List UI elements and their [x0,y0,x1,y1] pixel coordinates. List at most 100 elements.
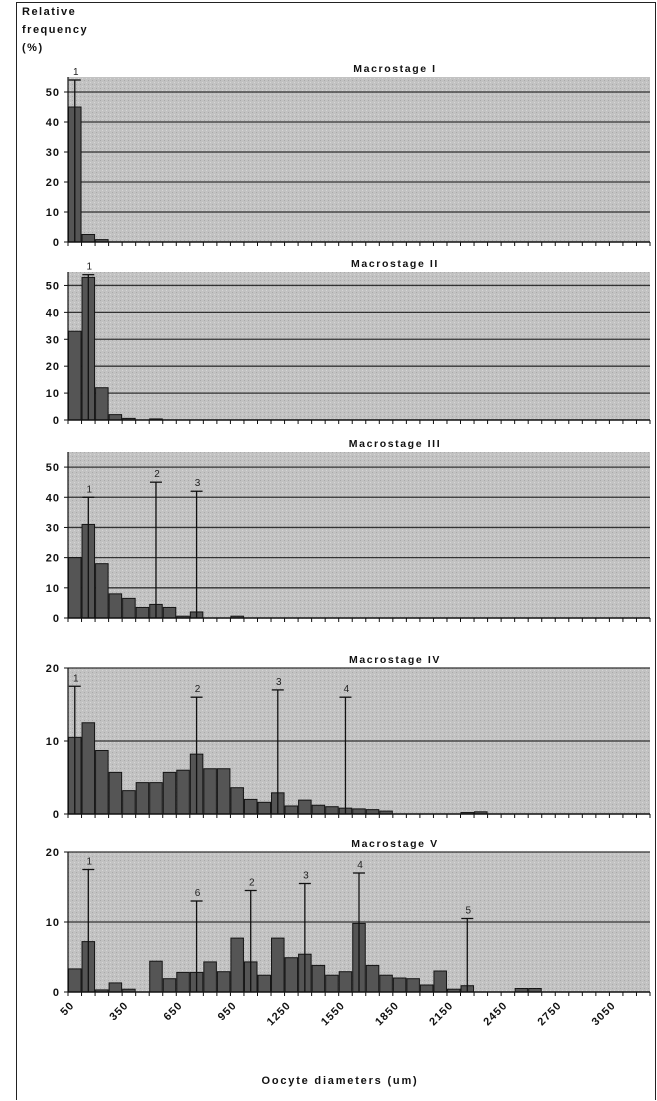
y-tick-label: 20 [46,361,60,373]
bar [257,801,272,815]
peak-label: 2 [154,469,160,480]
y-tick-label: 20 [46,177,60,189]
bar [149,960,163,993]
y-tick-label: 40 [46,307,60,319]
x-tick-label: 3050 [590,1000,619,1029]
x-tick-label: 2750 [536,1000,565,1029]
x-tick-label: 2450 [481,1000,510,1029]
chart-title: Macrostage I [353,63,436,75]
y-tick-label: 30 [46,334,60,346]
bar [162,771,177,815]
chart-panel-4: 0 10 20 1 2 3 4 Macrostage IV [46,654,651,821]
y-tick-label: 10 [46,917,60,929]
y-tick-label: 40 [46,117,60,129]
bar [338,971,353,993]
y-axis-label-line-1: Relative [22,6,77,18]
bar [433,970,447,993]
y-tick-label: 50 [46,87,60,99]
bar [298,799,312,815]
x-tick-label: 350 [107,1000,131,1024]
bar [162,606,177,619]
bar [325,806,339,815]
y-tick-label: 0 [53,987,60,999]
bar [95,387,109,421]
bar [68,330,82,421]
peak-label: 2 [249,878,255,889]
bar [95,749,109,815]
peak-label: 6 [195,888,201,899]
peak-label: 1 [87,262,93,273]
bar [216,971,231,993]
chart-title: Macrostage III [349,438,441,450]
bar [81,234,96,243]
bar [243,798,258,815]
chart-title: Macrostage IV [349,654,441,666]
chart-title: Macrostage II [351,258,439,270]
y-tick-label: 20 [46,553,60,565]
bar [230,937,244,993]
bar [284,805,299,815]
bar [203,768,217,815]
bar [365,964,380,993]
y-tick-label: 10 [46,207,60,219]
y-tick-label: 30 [46,522,60,534]
bar [216,768,231,815]
x-tick-label: 950 [216,1000,240,1024]
x-tick-label: 1850 [373,1000,402,1029]
y-tick-label: 0 [53,415,60,427]
peak-label: 3 [276,677,282,688]
bar [311,964,326,993]
x-tick-label: 1250 [265,1000,294,1029]
y-tick-label: 10 [46,388,60,400]
y-tick-label: 20 [46,847,60,859]
chart-title: Macrostage V [351,838,438,850]
peak-label: 2 [195,684,201,695]
y-tick-label: 10 [46,583,60,595]
bar [149,782,163,815]
bar [108,414,123,421]
bar [311,804,326,815]
peak-label: 3 [303,871,309,882]
bar [122,597,136,619]
x-tick-label: 1550 [319,1000,348,1029]
peak-label: 1 [87,484,93,495]
y-tick-label: 30 [46,147,60,159]
plot-area [68,452,650,618]
plot-area [68,77,650,242]
bar [81,722,96,815]
bar [135,606,150,619]
y-tick-label: 0 [53,809,60,821]
x-tick-label: 650 [162,1000,186,1024]
bar [406,978,420,993]
bar [135,782,150,815]
peak-label: 3 [195,478,201,489]
bar [176,769,190,815]
peak-label: 5 [465,906,471,917]
bar [122,790,136,815]
bar [162,978,177,993]
bar [68,968,82,993]
x-tick-label: 50 [58,1000,77,1019]
x-axis-label: Oocyte diameters (um) [261,1075,418,1087]
plot-area [68,272,650,420]
peak-label: 1 [73,673,79,684]
y-tick-label: 20 [46,663,60,675]
chart-panel-5: 0 10 20 1 6 2 3 4 5 Macrostage V [46,838,651,999]
peak-label: 4 [357,860,363,871]
y-tick-label: 50 [46,280,60,292]
bar [379,974,393,993]
chart-panel-1: 0 10 20 30 40 50 1 Macrostage I [46,63,651,249]
x-tick-label: 2150 [427,1000,456,1029]
bar [419,984,434,993]
y-tick-label: 50 [46,462,60,474]
bar [257,974,272,993]
y-tick-label: 0 [53,613,60,625]
y-tick-label: 40 [46,492,60,504]
bar [95,563,109,619]
y-tick-label: 0 [53,237,60,249]
peak-label: 4 [344,684,350,695]
bar [108,771,123,815]
chart-panel-2: 0 10 20 30 40 50 1 Macrostage II [46,258,651,427]
